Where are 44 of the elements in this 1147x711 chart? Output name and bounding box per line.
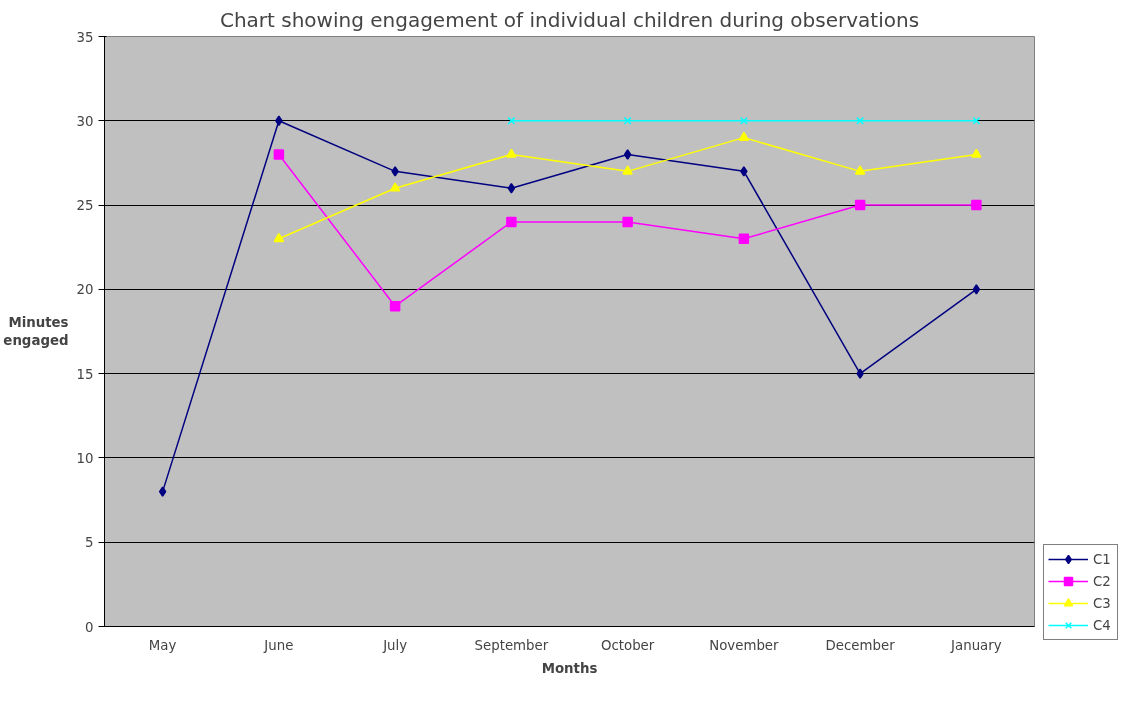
y-tick-label: 30 [76,113,94,129]
x-tick-label: November [709,637,780,653]
x-tick-label: December [825,637,896,653]
x-tick-label: October [600,637,655,653]
x-tick-label: September [474,637,549,653]
point [391,166,399,177]
point [389,182,401,192]
y-tick-label: 20 [76,282,94,298]
x-tick-label: May [148,637,177,653]
point [158,486,167,497]
point [506,216,517,228]
x-tick-label: July [382,637,408,653]
point [971,199,982,211]
point [622,216,633,228]
point [738,233,750,245]
point [507,182,516,194]
y-tick-label: 10 [76,450,94,466]
point [740,166,748,177]
x-tick-label: January [950,637,1002,653]
legend-label: C2 [1093,573,1112,589]
point [273,149,285,160]
y-tick-label: 15 [76,366,94,382]
y-tick-label: 35 [76,29,94,45]
point [854,165,866,175]
x-axis-title: Months [541,660,598,676]
point [738,131,750,141]
point [854,199,866,211]
point [623,149,632,160]
chart-title: Chart showing engagement of individual children during observations [219,7,920,32]
y-tick-label: 0 [85,619,94,635]
point [273,232,285,243]
x-tick-label: June [263,637,294,653]
legend-label: C4 [1093,617,1112,633]
y-tick-label: 25 [76,198,94,214]
y-axis-title: Minutes engaged [3,315,69,348]
point [972,284,981,295]
legend-label: C1 [1093,551,1112,567]
point [856,368,864,379]
point [506,148,517,158]
legend-label: C3 [1093,595,1112,611]
y-tick-label: 5 [85,535,94,551]
point [622,165,633,175]
point [389,300,401,312]
point [971,148,982,158]
